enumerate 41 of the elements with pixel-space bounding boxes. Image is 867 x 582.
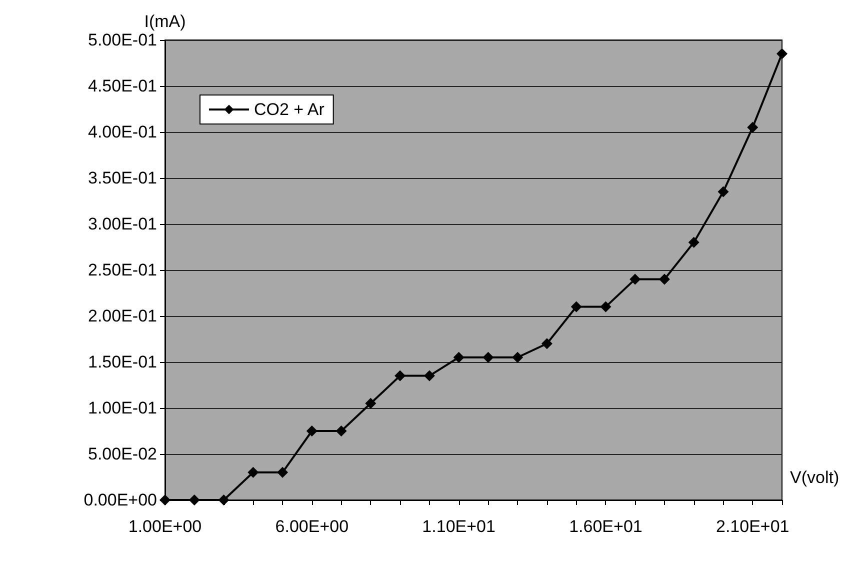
point bbox=[570, 301, 582, 312]
point bbox=[188, 494, 200, 506]
point bbox=[630, 274, 641, 285]
point bbox=[336, 426, 347, 436]
y-tick-label: 5.00E-01 bbox=[88, 30, 157, 50]
point bbox=[248, 466, 259, 478]
x-tick-label: 1.00E+00 bbox=[128, 517, 202, 536]
point bbox=[424, 370, 435, 382]
point bbox=[688, 236, 700, 248]
point bbox=[600, 301, 612, 312]
point bbox=[218, 494, 230, 506]
x-axis-title: V(volt) bbox=[790, 468, 840, 487]
point bbox=[482, 352, 494, 363]
y-tick-label: 4.00E-01 bbox=[88, 122, 157, 142]
point bbox=[541, 338, 552, 350]
y-tick-label: 1.50E-01 bbox=[88, 352, 157, 372]
y-tick-label: 5.00E-02 bbox=[88, 444, 157, 464]
point bbox=[747, 122, 758, 133]
y-tick-label: 2.00E-01 bbox=[88, 306, 157, 326]
point bbox=[160, 494, 170, 506]
y-tick-label: 3.50E-01 bbox=[88, 168, 157, 188]
y-tick-label: 3.00E-01 bbox=[88, 214, 157, 234]
y-tick-label: 4.50E-01 bbox=[88, 76, 157, 96]
x-tick-label: 1.60E+01 bbox=[569, 517, 642, 536]
x-tick-label: 6.00E+00 bbox=[275, 517, 349, 536]
y-axis-title: I(mA) bbox=[144, 12, 186, 31]
x-tick-label: 1.10E+01 bbox=[422, 517, 496, 536]
point bbox=[306, 426, 318, 436]
y-tick-label: 1.00E-01 bbox=[88, 398, 157, 418]
point bbox=[277, 466, 288, 478]
point bbox=[658, 274, 670, 285]
point bbox=[453, 352, 464, 363]
point bbox=[718, 186, 729, 198]
point bbox=[394, 370, 406, 382]
point bbox=[512, 352, 524, 363]
x-tick-label: 2.10E+01 bbox=[716, 517, 790, 536]
y-tick-label: 2.50E-01 bbox=[88, 260, 157, 280]
point bbox=[365, 398, 376, 409]
point bbox=[776, 48, 788, 60]
legend-label: CO2 + Ar bbox=[254, 100, 325, 119]
y-tick-label: 0.00E+00 bbox=[84, 490, 157, 510]
